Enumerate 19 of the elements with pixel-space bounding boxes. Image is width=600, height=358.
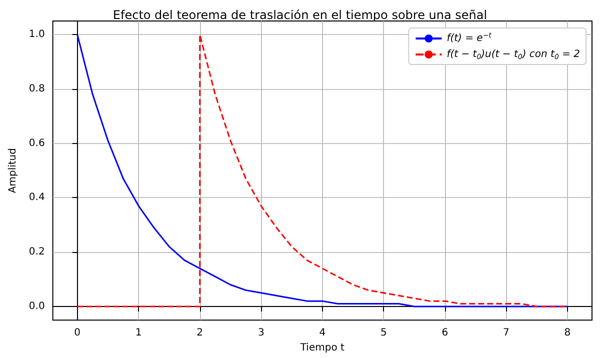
x-axis-title: Tiempo t xyxy=(299,342,344,354)
line-series xyxy=(76,34,568,308)
x-tick-label: 5 xyxy=(380,328,387,339)
y-tick-label: 0.0 xyxy=(28,301,45,312)
x-tick-label: 3 xyxy=(258,328,264,339)
y-tick-label: 0.8 xyxy=(28,83,45,94)
y-tick-label: 0.2 xyxy=(28,246,45,258)
y-tick-label: 1.0 xyxy=(28,29,45,40)
y-tick-label: 0.4 xyxy=(28,192,45,204)
x-tick-label: 2 xyxy=(196,328,204,339)
x-tick-label: 0 xyxy=(74,328,80,339)
chart-title: Efecto del teorema de traslación en el tiempo sobre una señal xyxy=(112,8,488,22)
x-tick-label: 1 xyxy=(135,328,142,339)
x-tick-label: 4 xyxy=(319,328,326,339)
x-tick-label: 7 xyxy=(503,328,510,339)
y-axis-title: Amplitud xyxy=(8,148,18,194)
x-tick-label: 8 xyxy=(564,328,571,339)
x-tick-label: 6 xyxy=(442,328,448,339)
y-tick-label: 0.6 xyxy=(28,138,45,149)
